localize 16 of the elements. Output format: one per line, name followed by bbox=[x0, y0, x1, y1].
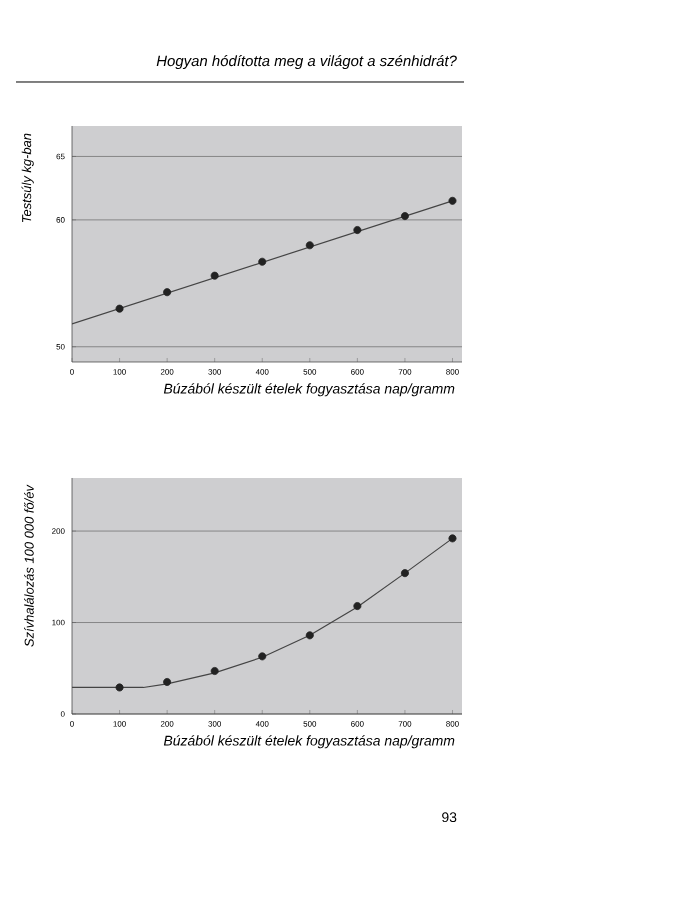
point bbox=[448, 534, 457, 543]
point bbox=[305, 631, 314, 640]
point bbox=[353, 226, 362, 235]
point bbox=[448, 196, 457, 205]
point bbox=[210, 271, 219, 280]
point bbox=[163, 677, 172, 686]
point bbox=[163, 288, 172, 297]
point bbox=[115, 304, 124, 313]
point bbox=[115, 683, 124, 692]
point bbox=[400, 212, 409, 221]
point bbox=[305, 241, 314, 250]
point bbox=[258, 652, 267, 661]
point bbox=[353, 602, 362, 611]
point bbox=[400, 569, 409, 578]
point bbox=[258, 257, 267, 266]
point bbox=[210, 667, 219, 676]
